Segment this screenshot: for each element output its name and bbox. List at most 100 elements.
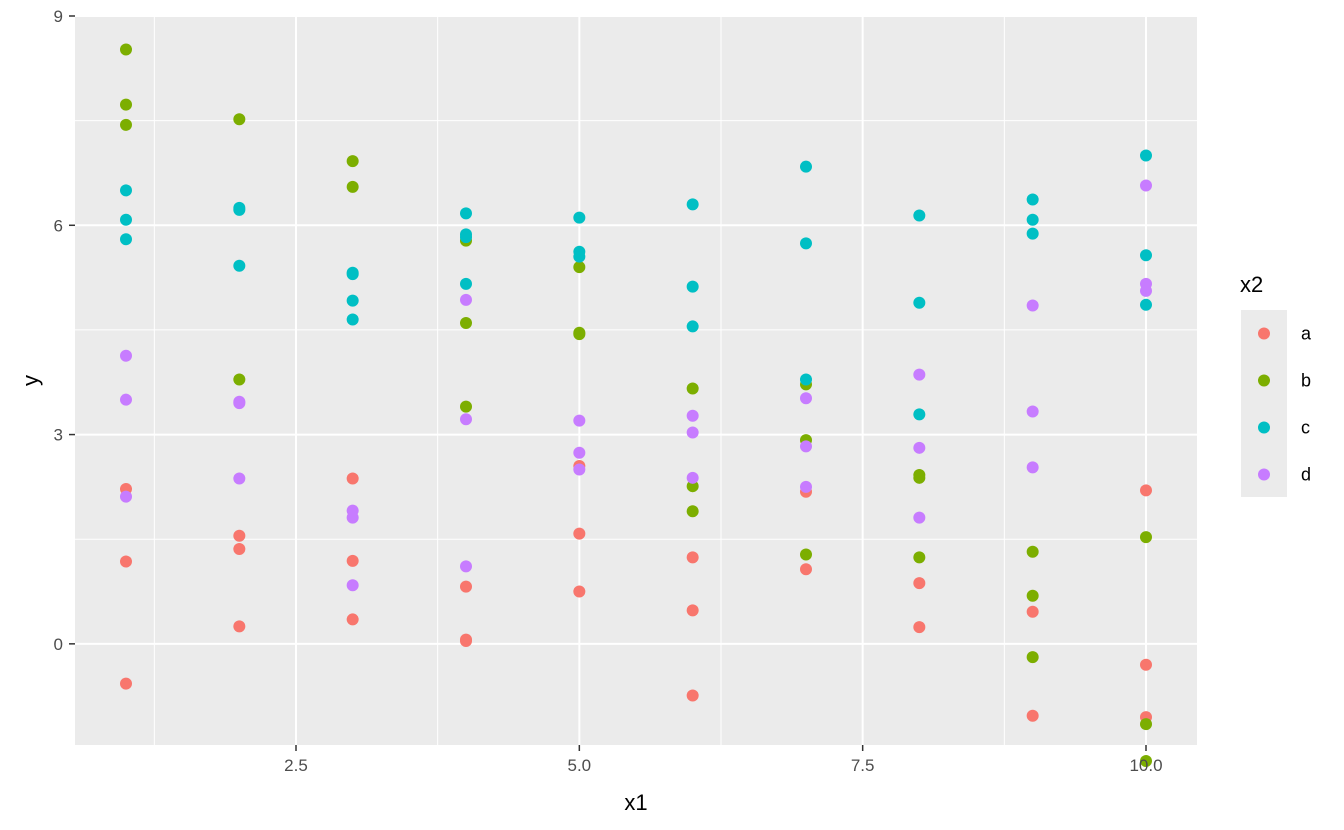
data-point-d <box>686 471 699 484</box>
data-point-b <box>233 113 246 126</box>
legend-title: x2 <box>1240 272 1263 297</box>
data-point-b <box>686 382 699 395</box>
data-point-a <box>686 604 699 617</box>
data-point-b <box>913 471 926 484</box>
legend-key-d <box>1258 468 1270 481</box>
data-point-a <box>460 580 472 593</box>
data-point-d <box>913 511 926 524</box>
data-point-b <box>120 118 132 131</box>
data-point-d <box>120 490 132 503</box>
data-point-b <box>686 505 699 518</box>
data-point-c <box>1140 149 1152 162</box>
data-point-c <box>346 294 359 307</box>
data-point-b <box>1026 589 1039 602</box>
data-point-d <box>233 472 246 485</box>
legend-label-d: d <box>1301 465 1311 485</box>
data-point-a <box>1026 605 1039 618</box>
data-point-b <box>913 551 926 564</box>
data-point-d <box>800 392 812 405</box>
data-point-b <box>1026 545 1039 558</box>
data-point-c <box>913 209 926 222</box>
data-point-d <box>1026 299 1039 312</box>
data-point-a <box>573 585 586 598</box>
data-point-d <box>800 440 812 453</box>
data-point-c <box>1026 213 1039 226</box>
data-point-a <box>686 551 699 564</box>
data-point-a <box>120 677 132 690</box>
data-point-d <box>120 393 132 406</box>
data-point-a <box>460 635 472 648</box>
plot-panel <box>75 16 1197 745</box>
data-point-b <box>800 548 812 561</box>
data-point-b <box>573 328 586 341</box>
data-point-a <box>120 555 132 568</box>
data-point-a <box>346 613 359 626</box>
data-point-a <box>1026 709 1039 722</box>
x-tick-label: 2.5 <box>284 756 308 775</box>
data-point-d <box>1140 284 1152 297</box>
y-axis: 0 3 6 9 <box>54 7 75 654</box>
y-tick-label: 9 <box>54 7 63 26</box>
data-point-c <box>686 198 699 211</box>
x-axis-title: x1 <box>624 790 647 815</box>
data-point-b <box>1140 531 1152 544</box>
data-point-c <box>120 213 132 226</box>
data-point-d <box>800 480 812 493</box>
data-point-b <box>120 98 132 111</box>
major-gridlines <box>75 15 1197 745</box>
data-point-a <box>346 554 359 567</box>
data-point-c <box>573 211 586 224</box>
data-point-a <box>1140 484 1152 497</box>
legend: x2 a b c d <box>1240 272 1312 497</box>
data-point-a <box>233 529 246 542</box>
data-point-c <box>686 320 699 333</box>
data-point-b <box>460 316 472 329</box>
data-point-b <box>460 400 472 413</box>
data-point-c <box>460 207 472 220</box>
data-point-d <box>573 463 586 476</box>
data-point-b <box>1140 755 1152 768</box>
data-point-c <box>573 250 586 263</box>
x-axis: 2.5 5.0 7.5 10.0 <box>284 745 1163 775</box>
data-point-c <box>913 408 926 421</box>
data-point-b <box>686 480 699 493</box>
x-tick-label: 10.0 <box>1129 756 1162 775</box>
y-tick-label: 6 <box>54 216 63 235</box>
data-point-a <box>346 472 359 485</box>
data-point-d <box>686 409 699 422</box>
legend-key-c <box>1258 421 1270 434</box>
data-point-c <box>346 268 359 281</box>
data-point-c <box>460 231 472 244</box>
data-point-d <box>1140 179 1152 192</box>
data-point-d <box>460 293 472 306</box>
data-point-d <box>346 579 359 592</box>
data-point-c <box>1140 298 1152 311</box>
legend-label-b: b <box>1301 371 1311 391</box>
x-tick-label: 5.0 <box>568 756 592 775</box>
data-point-c <box>233 203 246 216</box>
data-point-d <box>913 441 926 454</box>
data-point-c <box>800 160 812 173</box>
data-point-d <box>686 426 699 439</box>
data-point-c <box>120 184 132 197</box>
data-point-d <box>233 397 246 410</box>
data-point-b <box>346 180 359 193</box>
data-point-c <box>913 296 926 309</box>
data-point-a <box>233 620 246 633</box>
data-point-b <box>346 155 359 168</box>
legend-key-background <box>1241 310 1287 497</box>
data-point-a <box>686 689 699 702</box>
data-point-c <box>460 277 472 290</box>
data-point-b <box>1140 718 1152 731</box>
y-tick-label: 3 <box>54 426 63 445</box>
minor-gridlines <box>75 16 1197 745</box>
data-point-d <box>1026 405 1039 418</box>
legend-key-b <box>1258 374 1270 387</box>
data-point-c <box>686 280 699 293</box>
data-point-c <box>1140 249 1152 262</box>
legend-label-c: c <box>1301 418 1310 438</box>
legend-label-a: a <box>1301 324 1312 344</box>
data-point-a <box>913 621 926 634</box>
data-point-a <box>800 563 812 576</box>
